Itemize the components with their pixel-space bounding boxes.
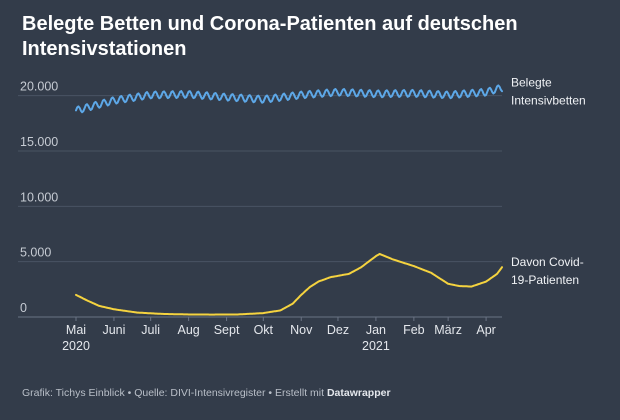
footer-source-text: Grafik: Tichys Einblick • Quelle: DIVI-I… bbox=[22, 387, 325, 399]
x-tick-label: Sept bbox=[214, 323, 240, 337]
x-tick-label: März bbox=[434, 323, 462, 337]
x-axis-tick-labels: Mai 2020 Juni Juli Aug Sept Okt Nov Dez Jan 2021 Fe… bbox=[62, 317, 496, 353]
grid-lines bbox=[18, 95, 502, 318]
chart-title: Belegte Betten und Corona-Patienten auf … bbox=[22, 13, 518, 60]
x-tick-label: Aug bbox=[177, 323, 199, 337]
x-tick-label: Jan bbox=[366, 323, 386, 337]
x-tick-label: Nov bbox=[290, 323, 313, 337]
series-label-line: Davon Covid- bbox=[511, 255, 584, 269]
series-label-line: Intensivbetten bbox=[511, 93, 586, 107]
x-tick-sublabel: 2021 bbox=[362, 339, 390, 353]
y-axis-tick-labels: 0 5.000 10.000 15.000 20.000 bbox=[20, 80, 58, 315]
footer-brand: Datawrapper bbox=[326, 387, 391, 399]
x-tick-label: Mai bbox=[66, 323, 86, 337]
series-label-line: Belegte bbox=[511, 75, 552, 89]
series-lines bbox=[75, 84, 503, 316]
x-tick-label: Juni bbox=[102, 323, 125, 337]
x-tick-label: Dez bbox=[327, 323, 349, 337]
x-tick-label: Apr bbox=[476, 323, 495, 337]
series-line-belegte-betten bbox=[75, 84, 503, 114]
chart-footer: Grafik: Tichys Einblick • Quelle: DIVI-I… bbox=[22, 387, 391, 399]
y-tick-label: 5.000 bbox=[20, 246, 51, 260]
y-tick-label: 10.000 bbox=[20, 190, 58, 204]
y-tick-label: 0 bbox=[20, 301, 27, 315]
series-label-line: 19-Patienten bbox=[511, 273, 579, 287]
y-tick-label: 15.000 bbox=[20, 135, 58, 149]
x-tick-label: Feb bbox=[403, 323, 425, 337]
series-labels: Belegte Intensivbetten Davon Covid- 19-Pati… bbox=[511, 75, 586, 287]
x-tick-sublabel: 2020 bbox=[62, 339, 90, 353]
x-tick-label: Okt bbox=[254, 323, 274, 337]
y-tick-label: 20.000 bbox=[20, 80, 58, 94]
x-tick-label: Juli bbox=[141, 323, 160, 337]
series-line-covid-patienten bbox=[75, 252, 503, 316]
